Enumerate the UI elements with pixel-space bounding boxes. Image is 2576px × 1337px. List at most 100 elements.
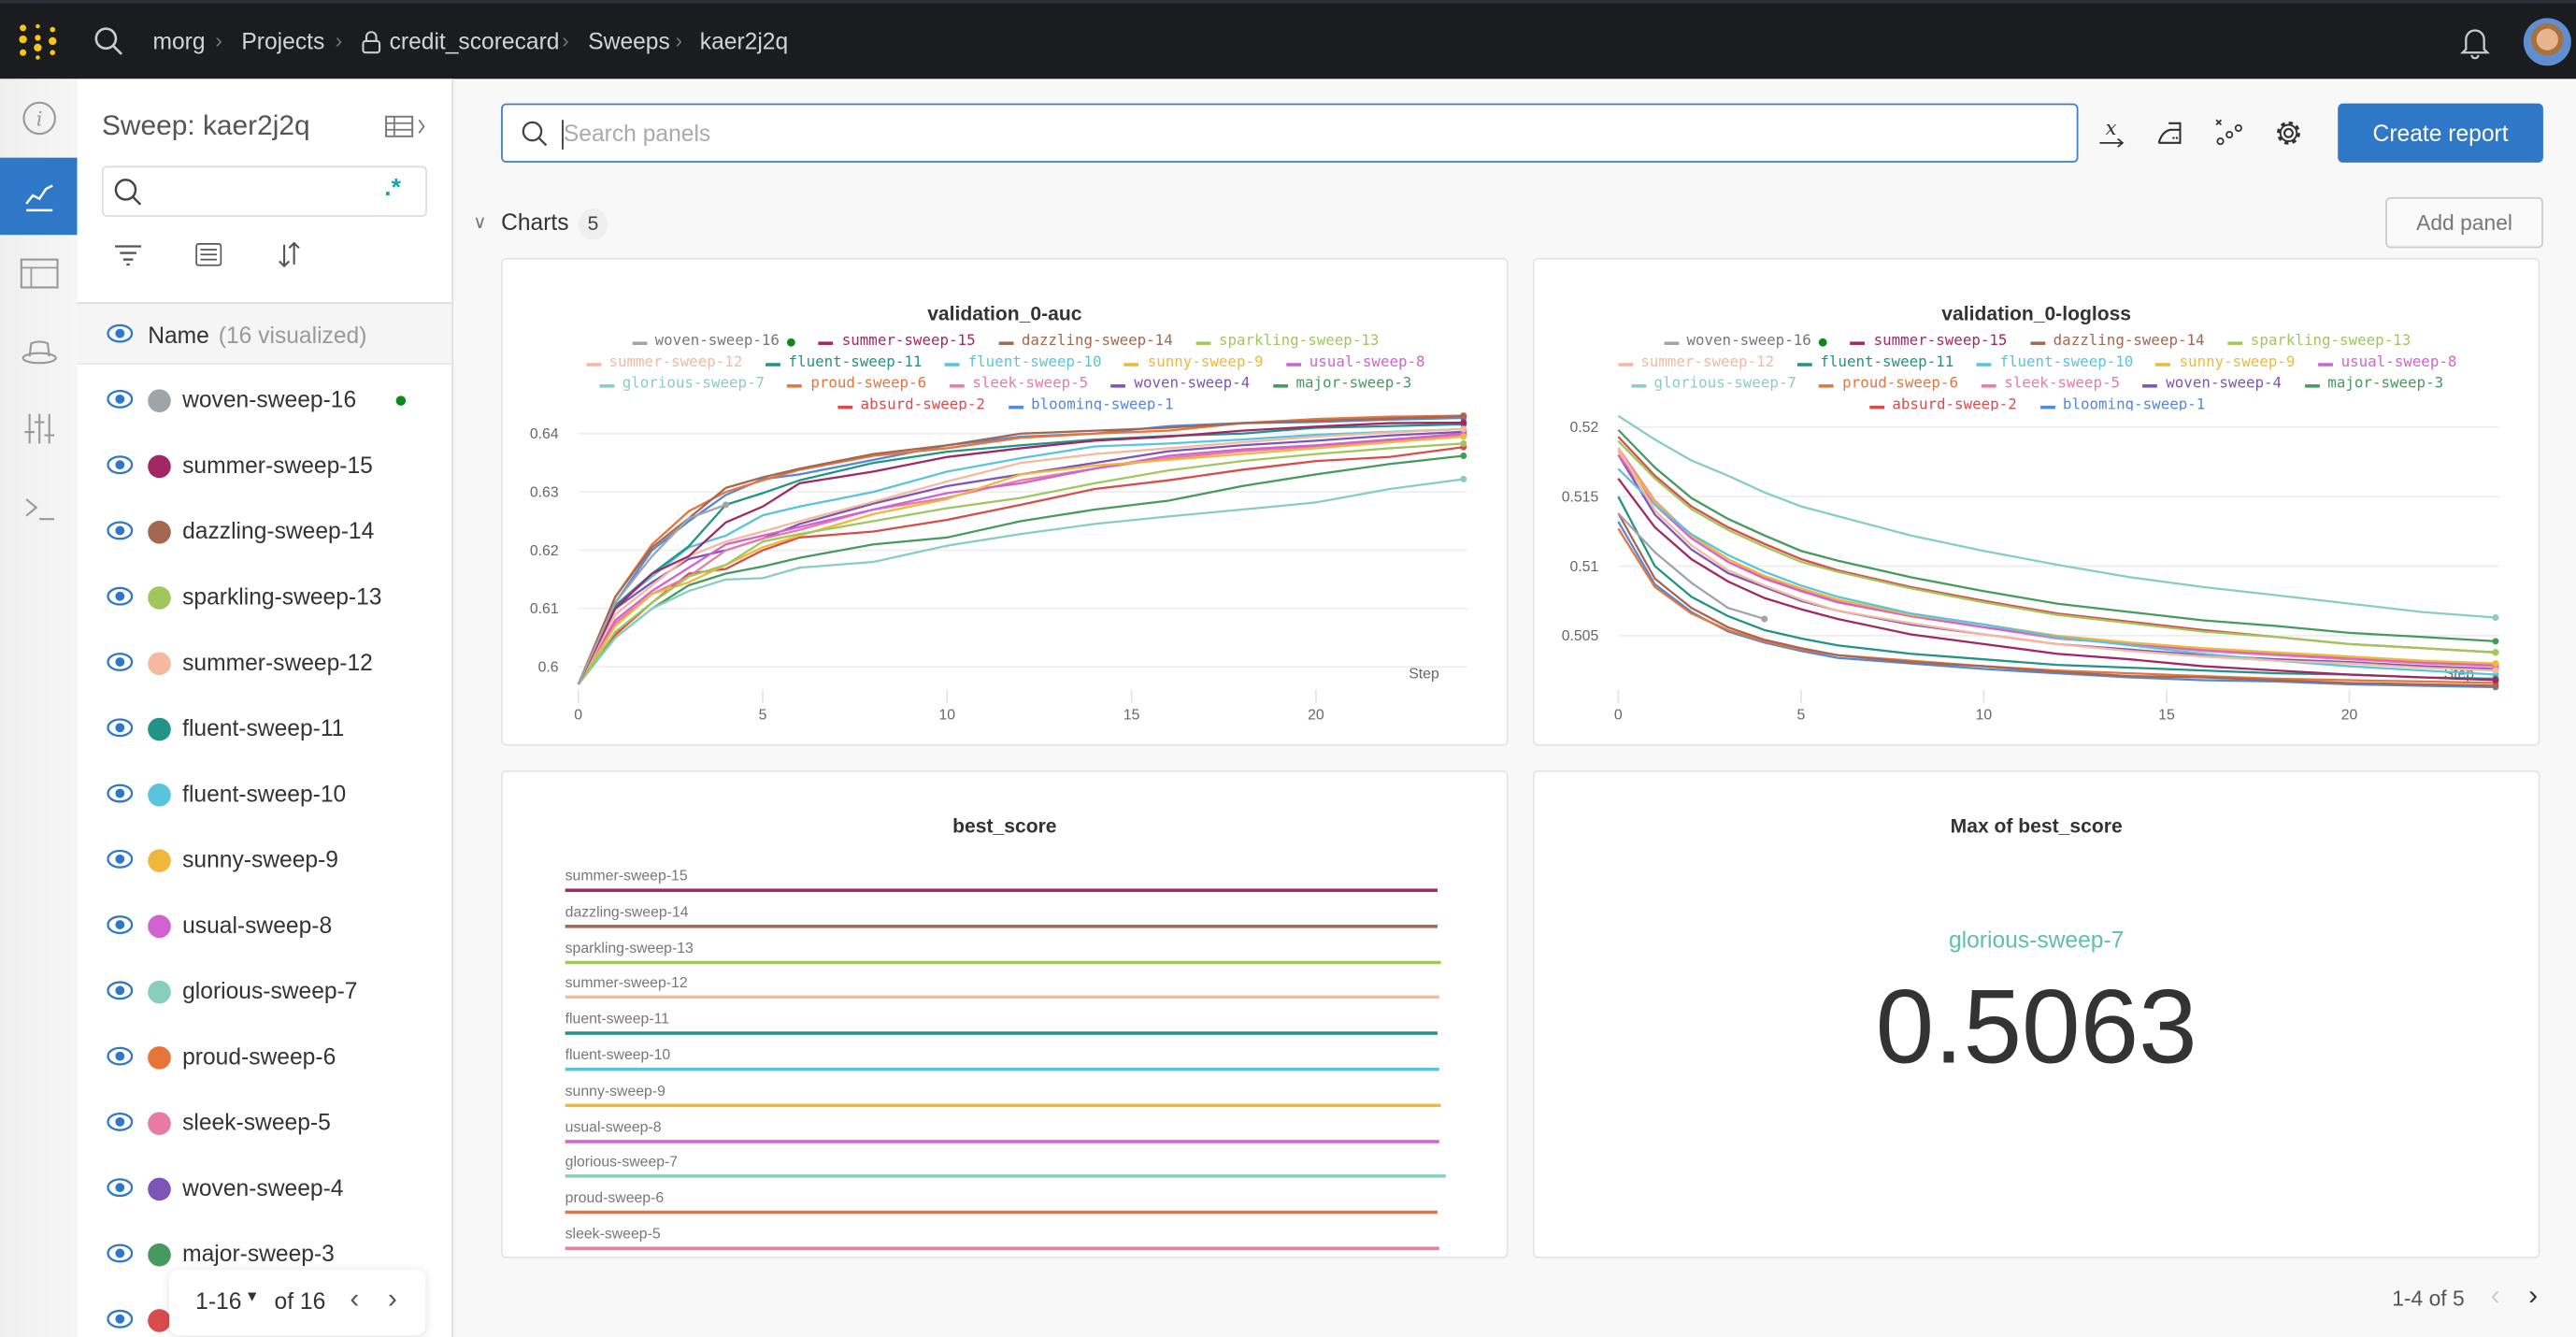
run-color-swatch[interactable] <box>148 980 171 1004</box>
series-line-dazzling-sweep-14[interactable] <box>1617 512 2496 687</box>
run-name[interactable]: fluent-sweep-11 <box>182 714 345 741</box>
run-row[interactable]: glorious-sweep-7 <box>78 959 452 1025</box>
bar-fluent-sweep-11[interactable] <box>565 1031 1438 1036</box>
prev-page-button[interactable]: ‹ <box>350 1283 360 1315</box>
outliers-button[interactable] <box>2213 117 2246 150</box>
legend-item[interactable]: major-sweep-3 <box>2304 375 2443 396</box>
run-row[interactable]: woven-sweep-4 <box>78 1157 452 1222</box>
run-row[interactable]: sparkling-sweep-13 <box>78 565 452 630</box>
caret-down-icon[interactable]: ▼ <box>244 1287 260 1304</box>
series-line-fluent-sweep-11[interactable] <box>577 423 1464 685</box>
eye-icon[interactable] <box>107 1112 134 1131</box>
run-color-swatch[interactable] <box>148 520 171 544</box>
series-line-woven-sweep-16[interactable] <box>1617 512 1766 621</box>
legend-item[interactable]: fluent-sweep-10 <box>945 353 1101 375</box>
bar-sunny-sweep-9[interactable] <box>565 1103 1440 1107</box>
run-color-swatch[interactable] <box>148 1046 171 1070</box>
series-line-sunny-sweep-9[interactable] <box>1617 450 2496 665</box>
eye-icon[interactable] <box>107 1178 134 1198</box>
next-panels-button[interactable]: › <box>2528 1279 2539 1311</box>
run-name[interactable]: sunny-sweep-9 <box>182 845 338 872</box>
legend-item[interactable]: blooming-sweep-1 <box>2039 395 2205 410</box>
series-line-major-sweep-3[interactable] <box>577 454 1464 685</box>
panel-validation-auc[interactable]: validation_0-auc woven-sweep-16 summer-sw… <box>501 257 1509 746</box>
regex-toggle[interactable]: .* <box>384 174 401 203</box>
runs-search-input[interactable]: .* <box>101 165 428 217</box>
series-line-sparkling-sweep-13[interactable] <box>577 442 1464 685</box>
eye-icon[interactable] <box>107 323 134 343</box>
legend-item[interactable]: sleek-sweep-5 <box>1981 375 2120 396</box>
series-line-summer-sweep-12[interactable] <box>577 427 1464 685</box>
section-title[interactable]: Charts <box>501 208 569 236</box>
run-name[interactable]: proud-sweep-6 <box>182 1042 336 1070</box>
series-line-usual-sweep-8[interactable] <box>1617 453 2496 667</box>
eye-icon[interactable] <box>107 981 134 1000</box>
run-row[interactable]: fluent-sweep-10 <box>78 762 452 827</box>
prev-panels-button[interactable]: ‹ <box>2490 1279 2500 1311</box>
run-color-swatch[interactable] <box>148 1177 171 1201</box>
search-icon[interactable] <box>93 26 123 56</box>
legend-item[interactable]: major-sweep-3 <box>1272 375 1411 396</box>
legend-item[interactable]: sparkling-sweep-13 <box>1195 332 1379 353</box>
run-color-swatch[interactable] <box>148 783 171 807</box>
series-line-woven-sweep-16[interactable] <box>577 503 726 685</box>
bar-sparkling-sweep-13[interactable] <box>565 960 1442 964</box>
series-line-summer-sweep-12[interactable] <box>1617 447 2496 672</box>
collapse-section-chevron-icon[interactable]: ∨ <box>473 213 487 234</box>
legend-item[interactable]: usual-sweep-8 <box>2317 353 2456 375</box>
run-row[interactable]: sunny-sweep-9 <box>78 827 452 893</box>
run-name[interactable]: woven-sweep-4 <box>182 1174 344 1201</box>
legend-item[interactable]: dazzling-sweep-14 <box>2030 332 2205 353</box>
bar-glorious-sweep-7[interactable] <box>565 1174 1446 1179</box>
add-panel-button[interactable]: Add panel <box>2385 196 2543 249</box>
legend-item[interactable]: sleek-sweep-5 <box>949 375 1088 396</box>
run-row[interactable]: summer-sweep-15 <box>78 434 452 499</box>
expand-table-icon[interactable] <box>384 115 430 138</box>
series-line-glorious-sweep-7[interactable] <box>1617 414 2497 619</box>
run-row[interactable]: dazzling-sweep-14 <box>78 499 452 565</box>
run-color-swatch[interactable] <box>148 389 171 412</box>
eye-icon[interactable] <box>107 652 134 671</box>
panel-max-best-score[interactable]: Max of best_score glorious-sweep-7 0.506… <box>1532 769 2540 1258</box>
legend-item[interactable]: absurd-sweep-2 <box>837 395 985 410</box>
run-name[interactable]: dazzling-sweep-14 <box>182 517 375 544</box>
legend-item[interactable]: woven-sweep-4 <box>1110 375 1250 396</box>
run-color-swatch[interactable] <box>148 849 171 872</box>
run-color-swatch[interactable] <box>148 1309 171 1332</box>
rail-table[interactable] <box>0 235 78 312</box>
legend-item[interactable]: summer-sweep-12 <box>585 353 742 375</box>
series-line-woven-sweep-4[interactable] <box>577 430 1464 685</box>
breadcrumb-org[interactable]: morg <box>152 27 206 54</box>
page-size-select[interactable]: 1-16 <box>195 1287 242 1315</box>
legend-item[interactable]: proud-sweep-6 <box>787 375 926 396</box>
series-line-absurd-sweep-2[interactable] <box>1617 436 2497 654</box>
legend-item[interactable]: fluent-sweep-11 <box>765 353 922 375</box>
legend-item[interactable]: summer-sweep-15 <box>1850 332 2007 353</box>
eye-icon[interactable] <box>107 1244 134 1263</box>
run-name[interactable]: sleek-sweep-5 <box>182 1108 331 1135</box>
eye-icon[interactable] <box>107 586 134 606</box>
run-name[interactable]: fluent-sweep-10 <box>182 780 347 807</box>
breadcrumb-project[interactable]: credit_scorecard <box>389 27 560 54</box>
legend-item[interactable]: fluent-sweep-10 <box>1976 353 2133 375</box>
bar-usual-sweep-8[interactable] <box>565 1139 1440 1143</box>
name-column-header[interactable]: Name <box>148 322 209 349</box>
run-row[interactable]: major-sweep-3 <box>78 1222 452 1287</box>
legend-item[interactable]: woven-sweep-16 <box>1663 332 1828 353</box>
legend-item[interactable]: woven-sweep-16 <box>632 332 796 353</box>
bar-proud-sweep-6[interactable] <box>565 1211 1438 1215</box>
legend-item[interactable]: sunny-sweep-9 <box>2155 353 2295 375</box>
eye-icon[interactable] <box>107 389 134 409</box>
series-line-sleek-sweep-5[interactable] <box>577 433 1464 685</box>
rail-sweep[interactable] <box>0 312 78 390</box>
series-line-sunny-sweep-9[interactable] <box>577 435 1464 685</box>
series-line-dazzling-sweep-14[interactable] <box>577 414 1464 685</box>
run-color-swatch[interactable] <box>148 652 171 676</box>
bell-icon[interactable] <box>2459 26 2490 60</box>
run-color-swatch[interactable] <box>148 1243 171 1267</box>
user-avatar[interactable] <box>2523 18 2571 66</box>
run-color-swatch[interactable] <box>148 586 171 610</box>
legend-item[interactable]: dazzling-sweep-14 <box>998 332 1173 353</box>
series-line-summer-sweep-15[interactable] <box>1617 478 2496 682</box>
